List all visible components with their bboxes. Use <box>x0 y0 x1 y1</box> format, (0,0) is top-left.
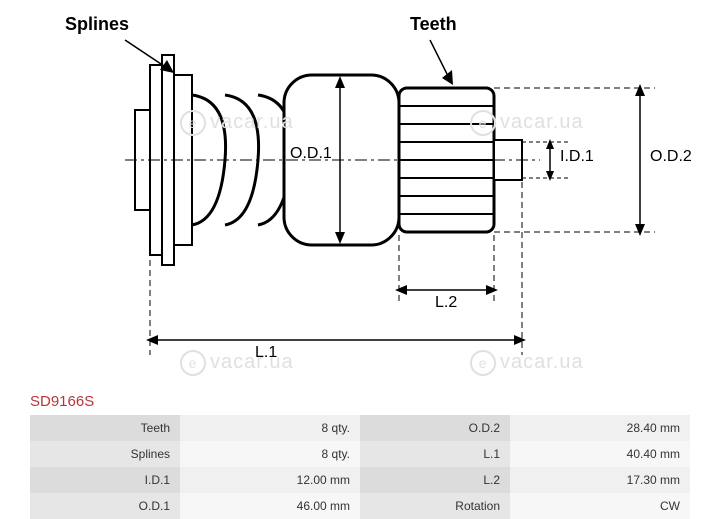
watermark: evacar.ua <box>470 110 584 136</box>
spec-value: 46.00 mm <box>180 493 360 519</box>
spec-label: Teeth <box>30 415 180 441</box>
spec-label: I.D.1 <box>30 467 180 493</box>
specification-table: Teeth8 qty.O.D.228.40 mmSplines8 qty.L.1… <box>30 415 690 519</box>
spec-value: 12.00 mm <box>180 467 360 493</box>
watermark: evacar.ua <box>180 110 294 136</box>
spec-label: L.2 <box>360 467 510 493</box>
spec-label: L.1 <box>360 441 510 467</box>
watermark: evacar.ua <box>180 350 294 376</box>
technical-diagram: Splines Teeth O.D.1 I.D.1 O.D.2 L.2 L.1 <box>30 10 690 380</box>
spec-label: O.D.2 <box>360 415 510 441</box>
l2-label: L.2 <box>435 294 457 312</box>
diagram-svg <box>30 10 690 380</box>
table-row: Splines8 qty.L.140.40 mm <box>30 441 690 467</box>
spec-table-body: Teeth8 qty.O.D.228.40 mmSplines8 qty.L.1… <box>30 415 690 519</box>
table-row: O.D.146.00 mmRotationCW <box>30 493 690 519</box>
table-row: Teeth8 qty.O.D.228.40 mm <box>30 415 690 441</box>
id1-label: I.D.1 <box>560 148 594 166</box>
spec-label: Splines <box>30 441 180 467</box>
spec-value: 8 qty. <box>180 415 360 441</box>
watermark: evacar.ua <box>470 350 584 376</box>
spec-value: CW <box>510 493 690 519</box>
od1-label: O.D.1 <box>290 145 332 163</box>
spec-label: O.D.1 <box>30 493 180 519</box>
teeth-label: Teeth <box>410 14 457 35</box>
spec-value: 28.40 mm <box>510 415 690 441</box>
splines-label: Splines <box>65 14 129 35</box>
spec-value: 8 qty. <box>180 441 360 467</box>
spec-label: Rotation <box>360 493 510 519</box>
spec-value: 17.30 mm <box>510 467 690 493</box>
part-code: SD9166S <box>30 393 94 410</box>
spec-value: 40.40 mm <box>510 441 690 467</box>
table-row: I.D.112.00 mmL.217.30 mm <box>30 467 690 493</box>
od2-label: O.D.2 <box>650 148 692 166</box>
